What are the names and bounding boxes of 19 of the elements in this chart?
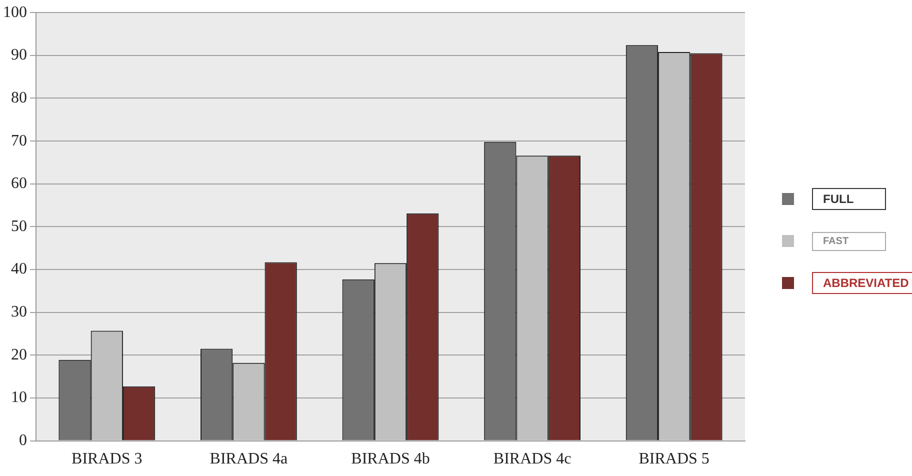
- y-tick-label: 60: [11, 175, 27, 192]
- x-tick-label: BIRADS 4a: [210, 450, 288, 468]
- text: FULL: [812, 188, 886, 210]
- y-tick-label: 80: [11, 89, 27, 106]
- text: FAST: [812, 232, 886, 250]
- x-tick-label: BIRADS 4b: [351, 450, 430, 468]
- y-tick-label: 50: [11, 218, 27, 235]
- y-tick-label: 100: [3, 4, 27, 21]
- y-tick-label: 70: [11, 132, 27, 150]
- y-tick-label: 20: [11, 346, 27, 364]
- x-tick-label: BIRADS 4c: [493, 450, 572, 468]
- y-tick-label: 0: [19, 432, 27, 450]
- x-tick-label: BIRADS 3: [72, 450, 142, 468]
- y-tick-label: 30: [11, 304, 27, 321]
- y-tick-label: 90: [11, 46, 27, 64]
- y-tick-label: 40: [11, 260, 27, 278]
- y-tick-label: 10: [11, 389, 27, 406]
- x-tick-label: BIRADS 5: [638, 450, 710, 468]
- text: ABBREVIATED: [812, 272, 912, 294]
